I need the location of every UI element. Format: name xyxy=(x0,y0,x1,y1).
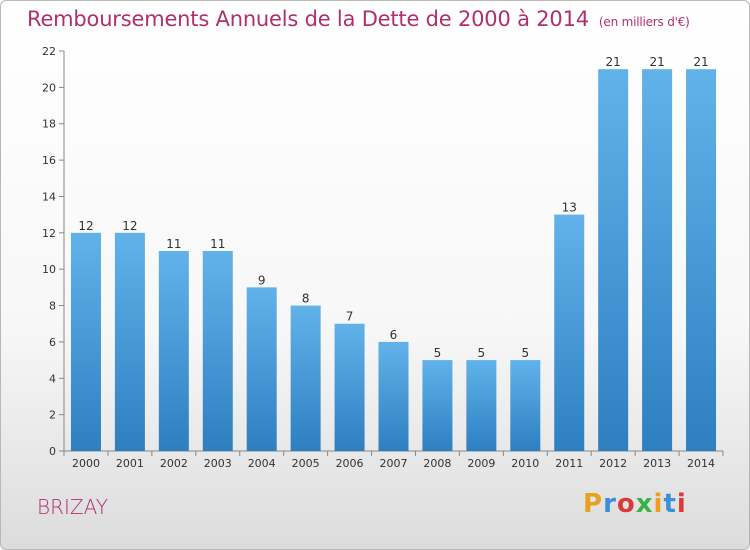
x-tick-label: 2008 xyxy=(423,457,451,470)
y-tick-label: 18 xyxy=(42,118,56,131)
bar-2013[interactable] xyxy=(642,69,673,451)
value-label-2007: 6 xyxy=(390,328,398,342)
value-label-2004: 9 xyxy=(258,273,266,287)
value-label-2001: 12 xyxy=(122,219,137,233)
chart-title: Remboursements Annuels de la Dette de 20… xyxy=(27,7,690,31)
x-tick-label: 2011 xyxy=(555,457,583,470)
value-label-2000: 12 xyxy=(78,219,93,233)
x-tick-label: 2006 xyxy=(336,457,364,470)
proxiti-logo[interactable]: Proxiti xyxy=(583,489,687,519)
bar-2001[interactable] xyxy=(114,232,145,451)
y-tick-label: 0 xyxy=(49,445,56,458)
value-label-2011: 13 xyxy=(562,201,577,215)
bar-2006[interactable] xyxy=(334,323,365,451)
y-tick-label: 10 xyxy=(42,263,56,276)
y-tick-label: 6 xyxy=(49,336,56,349)
value-label-2010: 5 xyxy=(521,346,529,360)
bar-2007[interactable] xyxy=(378,341,409,451)
bar-2002[interactable] xyxy=(158,251,189,451)
y-tick-label: 4 xyxy=(49,372,56,385)
bar-2008[interactable] xyxy=(422,360,453,451)
value-label-2008: 5 xyxy=(434,346,442,360)
logo-letter: P xyxy=(583,489,604,519)
value-label-2012: 21 xyxy=(606,55,621,69)
x-tick-label: 2009 xyxy=(467,457,495,470)
x-tick-label: 2014 xyxy=(687,457,715,470)
y-tick-label: 8 xyxy=(49,300,56,313)
value-label-2005: 8 xyxy=(302,292,310,306)
x-tick-label: 2000 xyxy=(72,457,100,470)
value-label-2003: 11 xyxy=(210,237,225,251)
x-tick-label: 2010 xyxy=(511,457,539,470)
bar-2005[interactable] xyxy=(290,305,321,451)
value-label-2009: 5 xyxy=(478,346,486,360)
bar-2014[interactable] xyxy=(686,69,717,451)
x-tick-label: 2007 xyxy=(380,457,408,470)
logo-letter: i xyxy=(676,489,687,519)
value-label-2002: 11 xyxy=(166,237,181,251)
y-tick-label: 2 xyxy=(49,409,56,422)
y-tick-label: 14 xyxy=(42,190,56,203)
logo-letter: t xyxy=(663,489,677,519)
y-tick-label: 22 xyxy=(42,45,56,58)
y-tick-label: 20 xyxy=(42,81,56,94)
bar-2004[interactable] xyxy=(246,287,277,451)
x-tick-label: 2001 xyxy=(116,457,144,470)
bar-2000[interactable] xyxy=(70,232,101,451)
bar-2009[interactable] xyxy=(466,360,497,451)
x-tick-label: 2003 xyxy=(204,457,232,470)
chart-unit: (en milliers d'€) xyxy=(598,15,690,29)
bar-2011[interactable] xyxy=(554,214,585,451)
bar-2003[interactable] xyxy=(202,251,233,451)
x-tick-label: 2002 xyxy=(160,457,188,470)
logo-letter: r xyxy=(603,489,617,519)
bar-2010[interactable] xyxy=(510,360,541,451)
bar-2012[interactable] xyxy=(598,69,629,451)
x-tick-label: 2013 xyxy=(643,457,671,470)
logo-letter: x xyxy=(635,489,654,519)
commune-name: BRIZAY xyxy=(37,495,108,519)
x-tick-label: 2005 xyxy=(292,457,320,470)
chart-title-text: Remboursements Annuels de la Dette de 20… xyxy=(27,7,589,31)
y-tick-label: 12 xyxy=(42,227,56,240)
y-tick-label: 16 xyxy=(42,154,56,167)
value-label-2013: 21 xyxy=(649,55,664,69)
value-label-2006: 7 xyxy=(346,310,354,324)
value-label-2014: 21 xyxy=(693,55,708,69)
logo-letter: i xyxy=(653,489,664,519)
x-tick-label: 2012 xyxy=(599,457,627,470)
logo-letter: o xyxy=(616,489,636,519)
x-tick-label: 2004 xyxy=(248,457,276,470)
